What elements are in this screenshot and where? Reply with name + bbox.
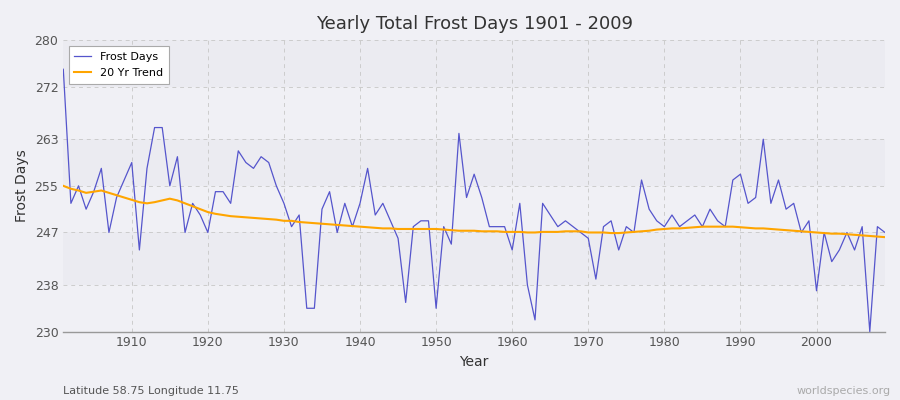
20 Yr Trend xyxy=(598,230,609,235)
20 Yr Trend xyxy=(119,195,130,200)
Title: Yearly Total Frost Days 1901 - 2009: Yearly Total Frost Days 1901 - 2009 xyxy=(316,15,633,33)
Bar xyxy=(63,139,885,186)
Text: worldspecies.org: worldspecies.org xyxy=(796,386,891,396)
X-axis label: Year: Year xyxy=(460,355,489,369)
20 Yr Trend xyxy=(332,222,343,227)
Frost Days xyxy=(500,224,510,229)
Frost Days xyxy=(507,248,517,252)
Frost Days xyxy=(286,224,297,229)
Frost Days xyxy=(864,329,875,334)
20 Yr Trend xyxy=(286,218,297,223)
20 Yr Trend xyxy=(500,230,510,234)
Frost Days xyxy=(332,230,343,235)
Bar xyxy=(63,40,885,87)
Text: Latitude 58.75 Longitude 11.75: Latitude 58.75 Longitude 11.75 xyxy=(63,386,238,396)
Frost Days xyxy=(598,224,609,229)
Frost Days xyxy=(879,230,890,235)
Line: 20 Yr Trend: 20 Yr Trend xyxy=(63,186,885,237)
20 Yr Trend xyxy=(58,184,68,188)
Frost Days xyxy=(58,67,68,72)
Y-axis label: Frost Days: Frost Days xyxy=(15,150,29,222)
Legend: Frost Days, 20 Yr Trend: Frost Days, 20 Yr Trend xyxy=(68,46,168,84)
20 Yr Trend xyxy=(879,235,890,240)
Line: Frost Days: Frost Days xyxy=(63,69,885,332)
Frost Days xyxy=(119,178,130,182)
20 Yr Trend xyxy=(507,230,517,234)
Bar xyxy=(63,232,885,285)
